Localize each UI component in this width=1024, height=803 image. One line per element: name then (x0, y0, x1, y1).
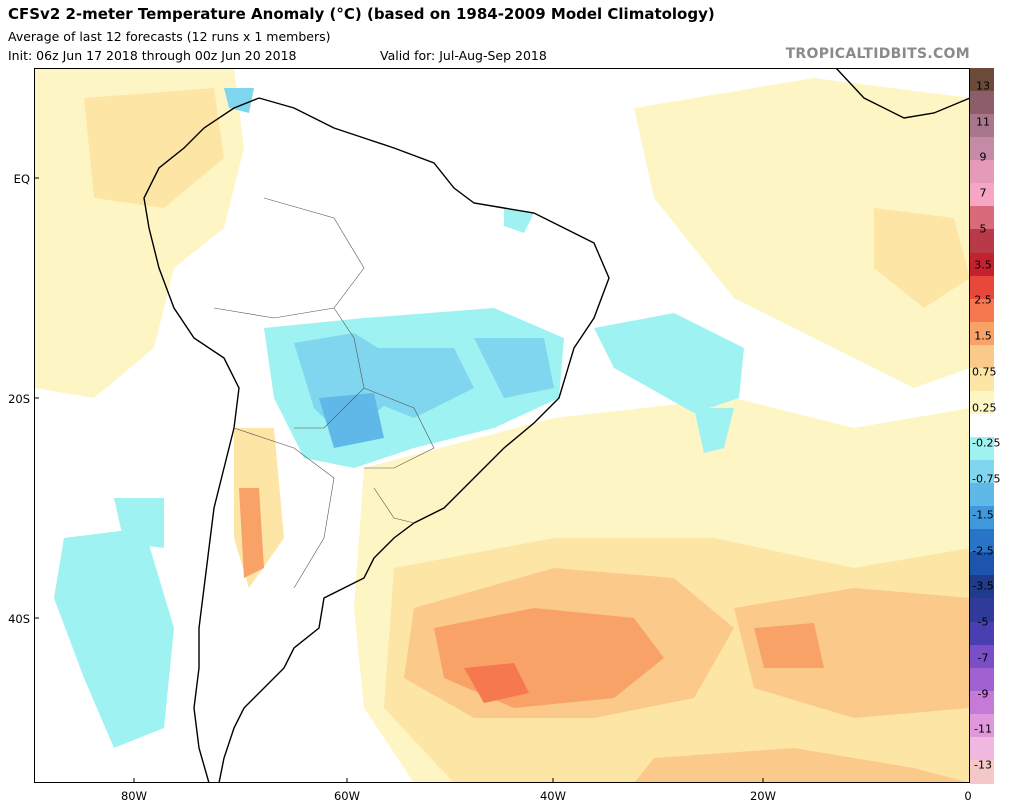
colorbar-swatch (970, 690, 994, 715)
colorbar-swatch (970, 575, 994, 600)
colorbar-swatch (970, 321, 994, 346)
colorbar-label: 9 (979, 150, 987, 164)
colorbar-swatch (970, 713, 994, 738)
lon-label-20w: 20W (749, 789, 777, 803)
map-svg (34, 68, 970, 783)
colorbar-label: 7 (979, 186, 987, 200)
colorbar-swatch (970, 344, 994, 369)
lon-label-40w: 40W (539, 789, 567, 803)
colorbar-label: -2.5 (972, 544, 994, 558)
colorbar-label: 3.5 (974, 258, 992, 272)
colorbar-label: -3.5 (972, 579, 994, 593)
colorbar-swatch (970, 367, 994, 392)
colorbar-label: -5 (977, 615, 989, 629)
colorbar-swatch (970, 160, 994, 185)
colorbar-label: -1.5 (972, 508, 994, 522)
colorbar-swatch (970, 390, 994, 415)
colorbar-label: -11 (974, 722, 992, 736)
colorbar-swatch (970, 460, 994, 485)
colorbar-label: -0.75 (972, 472, 1001, 486)
colorbar-swatch (970, 183, 994, 208)
coastlines (143, 68, 970, 783)
colorbar-label: 11 (976, 115, 990, 129)
colorbar-swatch (970, 413, 994, 438)
colorbar-swatch (970, 91, 994, 116)
init-time: Init: 06z Jun 17 2018 through 00z Jun 20… (8, 48, 297, 63)
colorbar-swatch (970, 483, 994, 508)
colorbar-label: 5 (979, 222, 987, 236)
colorbar-swatch (970, 759, 994, 784)
colorbar-swatch (970, 621, 994, 646)
anomaly-map (34, 68, 970, 783)
colorbar-label: -9 (977, 687, 989, 701)
colorbar-label: 13 (976, 79, 990, 93)
colorbar-swatch (970, 736, 994, 761)
colorbar-label: -7 (977, 651, 989, 665)
colorbar-swatch (970, 644, 994, 669)
colorbar-swatch (970, 598, 994, 623)
colorbar-swatch (970, 137, 994, 162)
brand-watermark: TROPICALTIDBITS.COM (785, 46, 970, 62)
colorbar-label: -13 (974, 758, 992, 772)
warm-anomaly-fields (34, 68, 970, 783)
valid-period: Valid for: Jul-Aug-Sep 2018 (380, 48, 547, 63)
chart-subtitle: Average of last 12 forecasts (12 runs x … (8, 29, 331, 44)
colorbar: 13 11 9 7 5 3.5 2.5 1.5 0.75 0.25 -0.25 -0.75 -1.5 -2… (970, 68, 1001, 784)
lon-label-60w: 60W (333, 789, 361, 803)
colorbar-swatch (970, 529, 994, 554)
colorbar-swatch (970, 298, 994, 323)
lon-label-0: 0 (964, 789, 972, 803)
country-borders (213, 197, 435, 589)
colorbar-swatch (970, 206, 994, 231)
colorbar-swatch (970, 229, 994, 254)
colorbar-label: 2.5 (974, 293, 992, 307)
colorbar-swatch (970, 68, 994, 92)
colorbar-swatch (970, 667, 994, 692)
colorbar-label: 1.5 (974, 329, 992, 343)
colorbar-label: 0.25 (972, 401, 997, 415)
lon-label-80w: 80W (120, 789, 148, 803)
colorbar-swatch (970, 275, 994, 300)
cool-anomaly-fields (54, 88, 744, 748)
colorbar-swatch (970, 552, 994, 577)
colorbar-swatch (970, 437, 994, 462)
lat-label-40s: 40S (8, 612, 30, 626)
colorbar-swatch (970, 114, 994, 139)
colorbar-label: 0.75 (972, 365, 997, 379)
colorbar-swatch (970, 252, 994, 277)
lat-label-eq: EQ (13, 172, 30, 186)
colorbar-swatch (970, 506, 994, 531)
chart-title: CFSv2 2-meter Temperature Anomaly (°C) (… (8, 5, 715, 23)
colorbar-label: -0.25 (972, 436, 1001, 450)
map-frame (34, 68, 970, 783)
lat-label-20s: 20S (8, 392, 30, 406)
